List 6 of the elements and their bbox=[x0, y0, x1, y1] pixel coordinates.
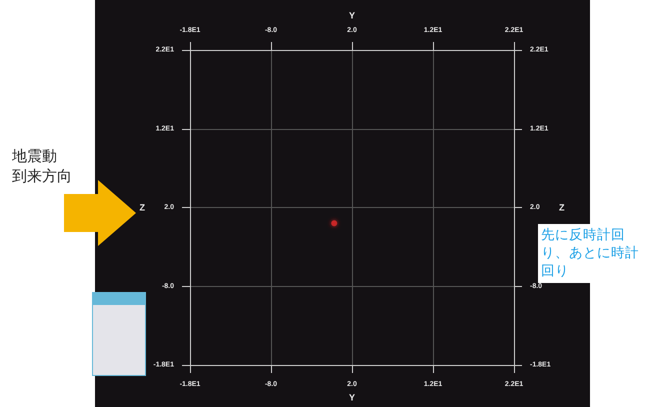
y-axis-title: Z bbox=[140, 202, 146, 212]
text: 地震動到来方向 bbox=[12, 147, 72, 186]
text: 先に反時計回り、あとに時計回り bbox=[541, 227, 639, 280]
x-axis-title: Y bbox=[348, 392, 356, 402]
y2-axis-title: Z bbox=[559, 202, 565, 212]
x2-axis-title: Y bbox=[348, 10, 356, 20]
